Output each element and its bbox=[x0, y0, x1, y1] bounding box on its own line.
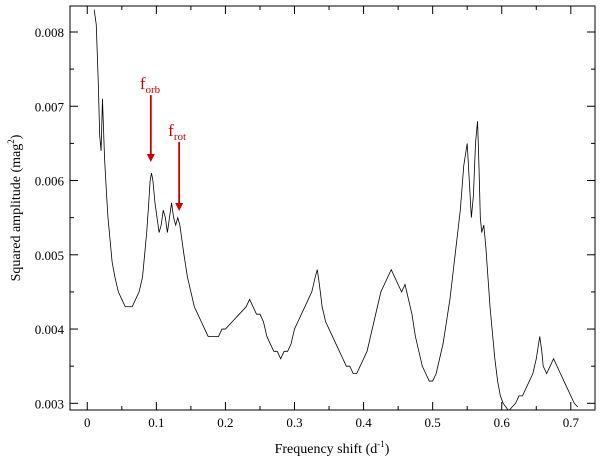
x-tick-label: 0.1 bbox=[148, 415, 164, 430]
y-tick-label: 0.004 bbox=[35, 322, 65, 337]
x-tick-label: 0.5 bbox=[425, 415, 441, 430]
x-tick-label: 0.7 bbox=[563, 415, 580, 430]
annotations: forb frot bbox=[140, 74, 186, 211]
tick-labels: 0 0.1 0.2 0.3 0.4 0.5 0.6 0.7 0.003 0.004 0.005 0.0… bbox=[35, 25, 580, 430]
y-tick-label: 0.006 bbox=[35, 174, 65, 189]
series-line bbox=[93, 9, 579, 410]
annotation-label: frot bbox=[168, 121, 186, 143]
y-tick-label: 0.003 bbox=[35, 396, 64, 411]
annotation-label: forb bbox=[140, 74, 161, 96]
x-tick-label: 0.6 bbox=[494, 415, 511, 430]
plot-frame bbox=[69, 5, 596, 411]
y-tick-label: 0.005 bbox=[35, 248, 64, 263]
y-tick-label: 0.008 bbox=[35, 25, 64, 40]
y-tick-label: 0.007 bbox=[35, 99, 65, 114]
x-tick-label: 0.4 bbox=[355, 415, 372, 430]
x-tick-label: 0.3 bbox=[286, 415, 302, 430]
annotation-arrow-head bbox=[175, 202, 184, 211]
x-tick-label: 0 bbox=[84, 415, 91, 430]
annotation-arrow-head bbox=[146, 153, 155, 162]
axis-ticks bbox=[70, 6, 595, 410]
y-axis-title: Squared amplitude (mag2) bbox=[6, 134, 24, 281]
x-tick-label: 0.2 bbox=[217, 415, 233, 430]
x-axis-title: Frequency shift (d-1) bbox=[275, 439, 390, 457]
